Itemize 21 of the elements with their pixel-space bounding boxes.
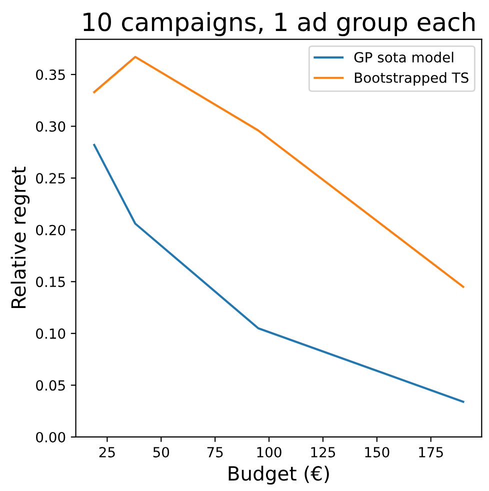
y-tick-label: 0.15 xyxy=(36,276,65,288)
x-tick-label: 25 xyxy=(99,446,115,458)
y-axis-title: Relative regret xyxy=(10,166,30,308)
y-tick-label: 0.00 xyxy=(36,432,66,442)
x-tick-label: 150 xyxy=(365,446,390,458)
y-tick-label: 0.25 xyxy=(36,173,65,184)
legend-label: GP sota model xyxy=(354,52,454,63)
chart-title: 10 campaigns, 1 ad group each xyxy=(84,12,474,36)
x-axis-title: Budget (€) xyxy=(228,466,329,485)
x-tick-label: 50 xyxy=(153,446,170,458)
x-tick-label: 75 xyxy=(207,447,223,458)
y-tick-label: 0.35 xyxy=(36,69,65,80)
line-series xyxy=(93,144,464,403)
x-tick-label: 175 xyxy=(419,447,443,458)
x-tick-label: 125 xyxy=(311,446,336,458)
y-tick-label: 0.05 xyxy=(36,380,65,391)
legend-label: Bootstrapped TS xyxy=(354,72,468,86)
y-tick-label: 0.20 xyxy=(36,224,66,236)
y-tick-label: 0.10 xyxy=(36,328,66,339)
x-tick-label: 100 xyxy=(257,446,282,458)
y-tick-label: 0.30 xyxy=(36,121,66,132)
